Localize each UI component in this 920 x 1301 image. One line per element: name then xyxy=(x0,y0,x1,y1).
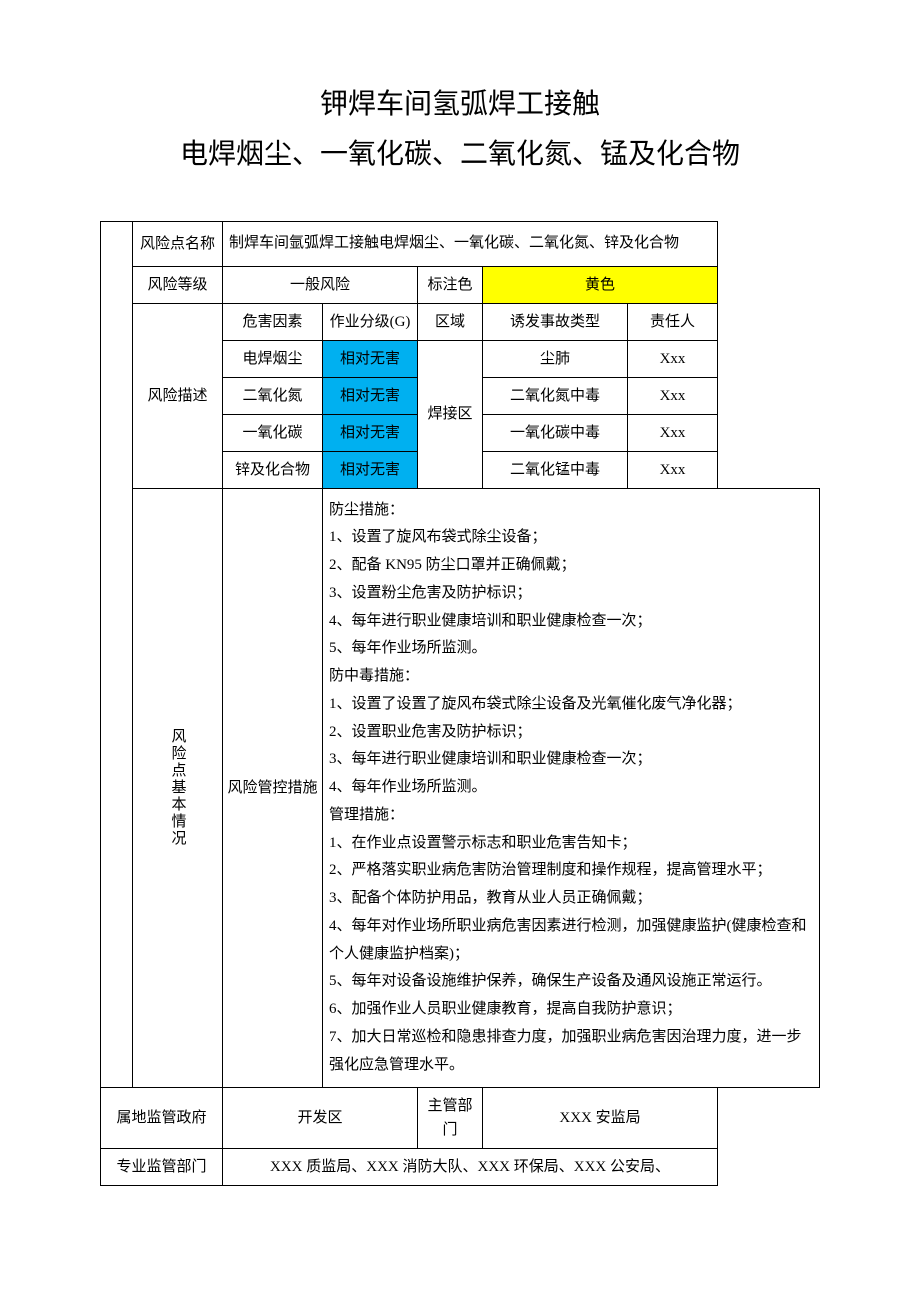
accident-cell: 一氧化碳中毒 xyxy=(483,414,628,451)
responsible-cell: Xxx xyxy=(628,377,718,414)
control-measures-text: 防尘措施： 1、设置了旋风布袋式除尘设备； 2、配备 KN95 防尘口罩并正确佩… xyxy=(323,488,820,1088)
risk-point-name-label: 风险点名称 xyxy=(133,221,223,266)
work-grade-cell: 相对无害 xyxy=(323,451,418,488)
color-value: 黄色 xyxy=(483,266,718,303)
hazard-factor-header: 危害因素 xyxy=(223,303,323,340)
risk-table: 风险点名称 制焊车间氩弧焊工接触电焊烟尘、一氧化碳、二氧化氮、锌及化合物 风险等… xyxy=(100,221,820,1187)
work-grade-cell: 相对无害 xyxy=(323,414,418,451)
accident-cell: 二氧化氮中毒 xyxy=(483,377,628,414)
area-header: 区域 xyxy=(418,303,483,340)
risk-level-label: 风险等级 xyxy=(133,266,223,303)
title-line1: 钾焊车间氢弧焊工接触 xyxy=(320,89,600,120)
work-grade-cell: 相对无害 xyxy=(323,340,418,377)
hazard-factor-cell: 锌及化合物 xyxy=(223,451,323,488)
color-label: 标注色 xyxy=(418,266,483,303)
table-row: 属地监管政府 开发区 主管部门 XXX 安监局 xyxy=(101,1088,820,1149)
page-title: 钾焊车间氢弧焊工接触 电焊烟尘、一氧化碳、二氧化氮、锰及化合物 xyxy=(100,80,820,181)
responsible-cell: Xxx xyxy=(628,451,718,488)
work-grade-cell: 相对无害 xyxy=(323,377,418,414)
responsible-cell: Xxx xyxy=(628,340,718,377)
table-row: 风险等级 一般风险 标注色 黄色 xyxy=(101,266,820,303)
area-value: 焊接区 xyxy=(418,340,483,488)
risk-level-value: 一般风险 xyxy=(223,266,418,303)
control-measures-label: 风险管控措施 xyxy=(223,488,323,1088)
accident-cell: 尘肺 xyxy=(483,340,628,377)
table-row: 风险描述 危害因素 作业分级(G) 区域 诱发事故类型 责任人 xyxy=(101,303,820,340)
supervise-dept-label: 主管部门 xyxy=(418,1088,483,1149)
supervise-dept-value: XXX 安监局 xyxy=(483,1088,718,1149)
work-grade-header: 作业分级(G) xyxy=(323,303,418,340)
risk-point-name-value: 制焊车间氩弧焊工接触电焊烟尘、一氧化碳、二氧化氮、锌及化合物 xyxy=(223,221,718,266)
accident-type-header: 诱发事故类型 xyxy=(483,303,628,340)
table-row: 专业监管部门 XXX 质监局、XXX 消防大队、XXX 环保局、XXX 公安局、 xyxy=(101,1149,820,1186)
side-label-top xyxy=(101,221,133,1088)
prof-dept-value: XXX 质监局、XXX 消防大队、XXX 环保局、XXX 公安局、 xyxy=(223,1149,718,1186)
local-gov-value: 开发区 xyxy=(223,1088,418,1149)
table-row: 风险点基本情况 风险管控措施 防尘措施： 1、设置了旋风布袋式除尘设备； 2、配… xyxy=(101,488,820,1088)
table-row: 风险点名称 制焊车间氩弧焊工接触电焊烟尘、一氧化碳、二氧化氮、锌及化合物 xyxy=(101,221,820,266)
responsible-header: 责任人 xyxy=(628,303,718,340)
prof-dept-label: 专业监管部门 xyxy=(101,1149,223,1186)
title-line2: 电焊烟尘、一氧化碳、二氧化氮、锰及化合物 xyxy=(180,139,740,170)
local-gov-label: 属地监管政府 xyxy=(101,1088,223,1149)
responsible-cell: Xxx xyxy=(628,414,718,451)
side-label-main: 风险点基本情况 xyxy=(133,488,223,1088)
accident-cell: 二氧化锰中毒 xyxy=(483,451,628,488)
hazard-factor-cell: 电焊烟尘 xyxy=(223,340,323,377)
hazard-factor-cell: 一氧化碳 xyxy=(223,414,323,451)
risk-desc-label: 风险描述 xyxy=(133,303,223,488)
hazard-factor-cell: 二氧化氮 xyxy=(223,377,323,414)
